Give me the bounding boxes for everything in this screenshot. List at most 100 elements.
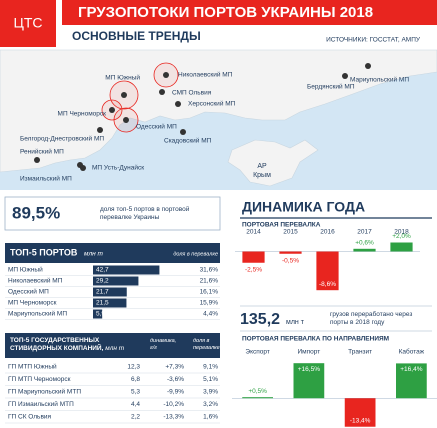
table-cell: ГП МТП Южный xyxy=(8,363,57,371)
subtitle: ОСНОВНЫЕ ТРЕНДЫ xyxy=(72,29,201,43)
value-label: -13,4% xyxy=(350,417,371,424)
bar xyxy=(93,276,139,286)
bar xyxy=(293,363,325,399)
category-label: 2016 xyxy=(320,229,335,236)
row-label: МП Черноморск xyxy=(8,300,57,307)
bar xyxy=(396,363,427,399)
table-cell: 3,2% xyxy=(203,401,218,408)
table-cell: ГП СК Ольвия xyxy=(8,414,52,421)
port-icon xyxy=(80,165,86,171)
table-cell: ГП МТП Черноморск xyxy=(8,376,71,383)
column-header: динамика, г/г xyxy=(150,338,177,351)
table-cell: -3,6% xyxy=(167,376,184,383)
port-icon xyxy=(163,72,169,78)
port-label: МП Южный xyxy=(105,74,140,82)
table-cell: 12,3 xyxy=(127,364,140,371)
share-label: 4,4% xyxy=(203,311,218,318)
logo: ЦТС xyxy=(13,15,42,31)
value-label: 42,7 xyxy=(96,267,109,274)
table-cell: 6,8 xyxy=(131,376,140,383)
value-label: +16,5% xyxy=(298,366,320,373)
value-label: +2,0% xyxy=(392,233,411,240)
port-icon xyxy=(121,92,127,98)
share-label: 16,1% xyxy=(200,289,219,296)
table-cell: 1,6% xyxy=(203,414,218,421)
bar xyxy=(242,397,273,399)
value-label: 29,2 xyxy=(96,278,109,285)
category-label: 2015 xyxy=(283,229,298,236)
table-cell: ГП Измаильский МТП xyxy=(8,400,74,408)
region-label: АР xyxy=(257,163,267,170)
port-icon xyxy=(97,127,103,133)
value-label: 21,5 xyxy=(96,300,109,307)
port-icon xyxy=(34,157,40,163)
port-label: Белгород-Днестровский МП xyxy=(20,135,104,143)
value-label: -0,5% xyxy=(282,257,299,264)
bar xyxy=(93,265,160,275)
section-title: ДИНАМИКА ГОДА xyxy=(242,199,365,215)
share-label: 31,6% xyxy=(200,267,219,274)
port-label: Измаильский МП xyxy=(20,175,72,183)
category-label: Транзит xyxy=(348,349,372,356)
value-label: +0,6% xyxy=(355,240,374,247)
port-label: Николаевский МП xyxy=(178,71,233,79)
value-label: -2,5% xyxy=(245,266,262,273)
port-label: МП Черноморск xyxy=(58,111,107,118)
port-icon xyxy=(342,73,348,79)
port-label: СМП Ольвия xyxy=(172,90,212,97)
share-box xyxy=(4,196,221,231)
table-cell: 2,2 xyxy=(131,414,140,421)
port-label: Мариупольский МП xyxy=(350,76,409,84)
bar xyxy=(242,251,265,263)
share-label: 21,6% xyxy=(200,278,219,285)
value-label: 5,9 xyxy=(96,311,105,318)
bar xyxy=(279,251,302,254)
table-cell: -10,2% xyxy=(163,401,184,408)
bar xyxy=(344,398,376,427)
stevedore-title-text: ТОП-5 ГОСУДАРСТВЕННЫХ СТИВИДОРНЫХ КОМПАН… xyxy=(10,337,104,352)
table-cell: 5,3 xyxy=(131,389,140,396)
port-label: Скадовский МП xyxy=(164,137,212,145)
category-label: 2018 xyxy=(394,229,409,236)
total-value: 135,2 xyxy=(240,311,280,328)
bar xyxy=(390,242,413,252)
port-icon xyxy=(123,117,129,123)
share-text: доля топ-5 портов в портовой перевалке У… xyxy=(100,206,190,221)
bar xyxy=(353,248,376,252)
table-unit: млн т xyxy=(84,251,104,258)
stevedore-title: ТОП-5 ГОСУДАРСТВЕННЫХ СТИВИДОРНЫХ КОМПАН… xyxy=(10,337,125,353)
port-icon xyxy=(109,107,115,113)
column-header: доля в перевалке xyxy=(193,338,220,351)
table-title: ТОП-5 ПОРТОВ xyxy=(10,247,78,257)
category-label: 2017 xyxy=(357,229,372,236)
title-band xyxy=(62,0,437,25)
table-cell: 9,1% xyxy=(203,364,218,371)
title: ГРУЗОПОТОКИ ПОРТОВ УКРАИНЫ 2018 xyxy=(78,4,373,21)
port-label: МП Усть-Дунайск xyxy=(92,164,144,172)
total-text: грузов переработано через порты в 2018 г… xyxy=(330,311,413,326)
category-label: 2014 xyxy=(246,229,261,236)
port-icon xyxy=(175,101,181,107)
row-label: Одесский МП xyxy=(8,288,49,296)
bar xyxy=(93,298,127,308)
row-label: Николаевский МП xyxy=(8,277,63,285)
category-label: Каботаж xyxy=(399,348,425,356)
port-label: Ренийский МП xyxy=(20,148,64,156)
port-label: Бердянский МП xyxy=(307,83,355,91)
row-label: Мариупольский МП xyxy=(8,310,67,318)
table-header xyxy=(5,243,220,263)
row-label: МП Южный xyxy=(8,266,43,274)
table-cell: -13,3% xyxy=(163,414,184,421)
region-label: Крым xyxy=(253,172,271,179)
column-header: доля в перевалке xyxy=(173,251,218,257)
category-label: Экспорт xyxy=(245,349,269,356)
port-icon xyxy=(159,89,165,95)
table-cell: 3,9% xyxy=(203,389,218,396)
table-cell: +7,3% xyxy=(165,364,184,371)
total-unit: млн т xyxy=(286,319,305,326)
port-label: Херсонский МП xyxy=(188,100,236,108)
port-label: Одесский МП xyxy=(136,123,177,131)
stevedore-unit: млн т xyxy=(105,345,125,352)
